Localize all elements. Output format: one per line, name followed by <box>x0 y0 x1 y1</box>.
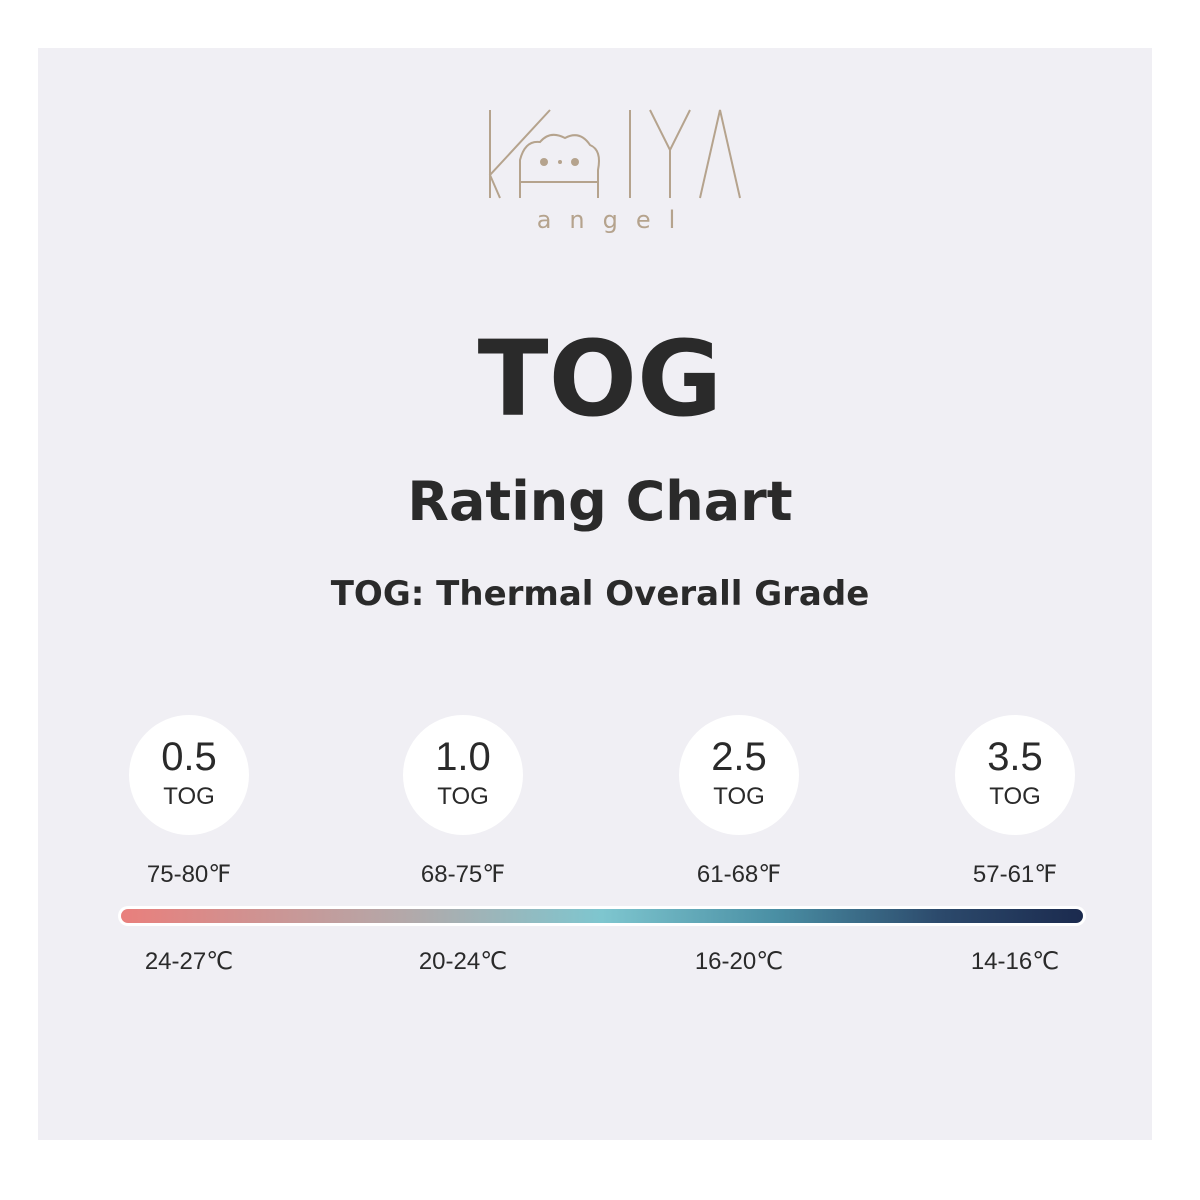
celsius-range: 20-24℃ <box>418 948 508 975</box>
temperature-scale <box>118 906 1086 926</box>
definition: TOG: Thermal Overall Grade <box>330 574 870 614</box>
rating-value: 3.5 <box>987 735 1043 779</box>
logo-subtext: angel <box>537 206 694 234</box>
rating-unit: TOG <box>989 783 1041 810</box>
fahrenheit-range: 61-68℉ <box>696 861 782 888</box>
title: TOG <box>477 318 723 440</box>
rating-badge: 2.5 TOG <box>679 715 799 835</box>
rating-value: 1.0 <box>435 735 491 779</box>
gradient <box>121 909 1083 923</box>
fahrenheit-range: 57-61℉ <box>972 861 1058 888</box>
celsius-range: 24-27℃ <box>144 948 234 975</box>
panel <box>38 48 1152 1140</box>
fahrenheit-range: 68-75℉ <box>420 861 506 888</box>
rating-badge: 1.0 TOG <box>403 715 523 835</box>
rating-value: 0.5 <box>161 735 217 779</box>
rating-value: 2.5 <box>711 735 767 779</box>
rating-unit: TOG <box>163 783 215 810</box>
rating-badge: 3.5 TOG <box>955 715 1075 835</box>
rating-unit: TOG <box>437 783 489 810</box>
celsius-range: 14-16℃ <box>970 948 1060 975</box>
fahrenheit-range: 75-80℉ <box>146 861 232 888</box>
celsius-range: 16-20℃ <box>694 948 784 975</box>
rating-unit: TOG <box>713 783 765 810</box>
subtitle: Rating Chart <box>407 470 793 533</box>
logo: angel <box>488 109 741 234</box>
rating-badge: 0.5 TOG <box>129 715 249 835</box>
